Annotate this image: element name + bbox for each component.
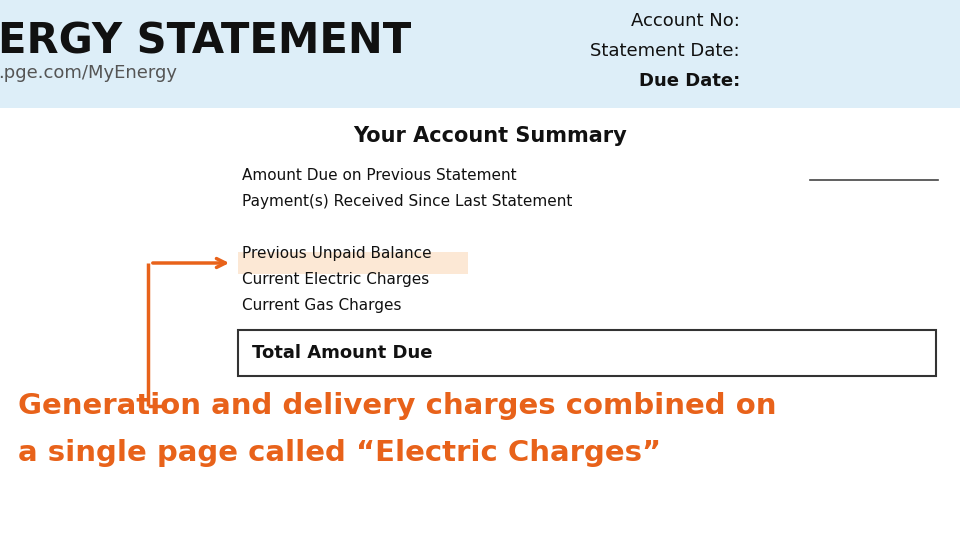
Bar: [238, 330, 936, 376]
Text: a single page called “Electric Charges”: a single page called “Electric Charges”: [18, 439, 661, 467]
Text: Current Electric Charges: Current Electric Charges: [242, 272, 429, 287]
Text: ERGY STATEMENT: ERGY STATEMENT: [0, 20, 411, 62]
Text: .pge.com/MyEnergy: .pge.com/MyEnergy: [0, 64, 177, 82]
Text: Your Account Summary: Your Account Summary: [353, 126, 627, 146]
Bar: [0, 108, 960, 542]
Bar: [0, 0, 960, 108]
Text: Payment(s) Received Since Last Statement: Payment(s) Received Since Last Statement: [242, 194, 572, 209]
Text: Due Date:: Due Date:: [638, 72, 740, 90]
Text: Total Amount Due: Total Amount Due: [252, 344, 433, 362]
Bar: [238, 252, 468, 274]
Text: Account No:: Account No:: [631, 12, 740, 30]
Text: Previous Unpaid Balance: Previous Unpaid Balance: [242, 246, 432, 261]
Text: Amount Due on Previous Statement: Amount Due on Previous Statement: [242, 168, 516, 183]
Text: Statement Date:: Statement Date:: [590, 42, 740, 60]
Text: Current Gas Charges: Current Gas Charges: [242, 298, 401, 313]
Text: Generation and delivery charges combined on: Generation and delivery charges combined…: [18, 392, 777, 420]
